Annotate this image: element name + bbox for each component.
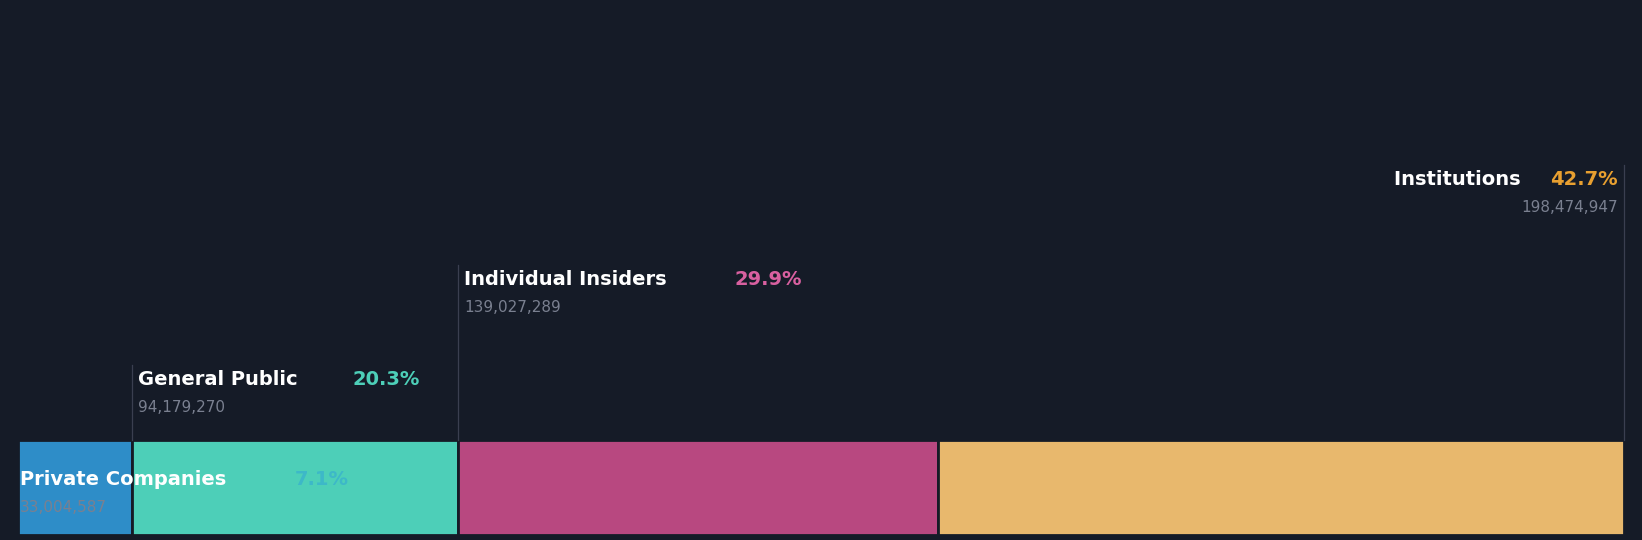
Text: 94,179,270: 94,179,270 [138, 400, 225, 415]
Text: 198,474,947: 198,474,947 [1522, 200, 1617, 215]
Text: General Public: General Public [138, 370, 304, 389]
Text: 33,004,587: 33,004,587 [20, 500, 107, 515]
Text: 29.9%: 29.9% [734, 270, 801, 289]
Text: 42.7%: 42.7% [1550, 170, 1617, 189]
Bar [131, 440, 458, 535]
Text: 20.3%: 20.3% [353, 370, 420, 389]
Text: Private Companies: Private Companies [20, 470, 233, 489]
Text: Individual Insiders: Individual Insiders [465, 270, 673, 289]
Text: 7.1%: 7.1% [296, 470, 348, 489]
Text: 139,027,289: 139,027,289 [465, 300, 562, 315]
Bar [938, 440, 1624, 535]
Text: Institutions: Institutions [1394, 170, 1527, 189]
Bar [458, 440, 938, 535]
Bar [18, 440, 131, 535]
